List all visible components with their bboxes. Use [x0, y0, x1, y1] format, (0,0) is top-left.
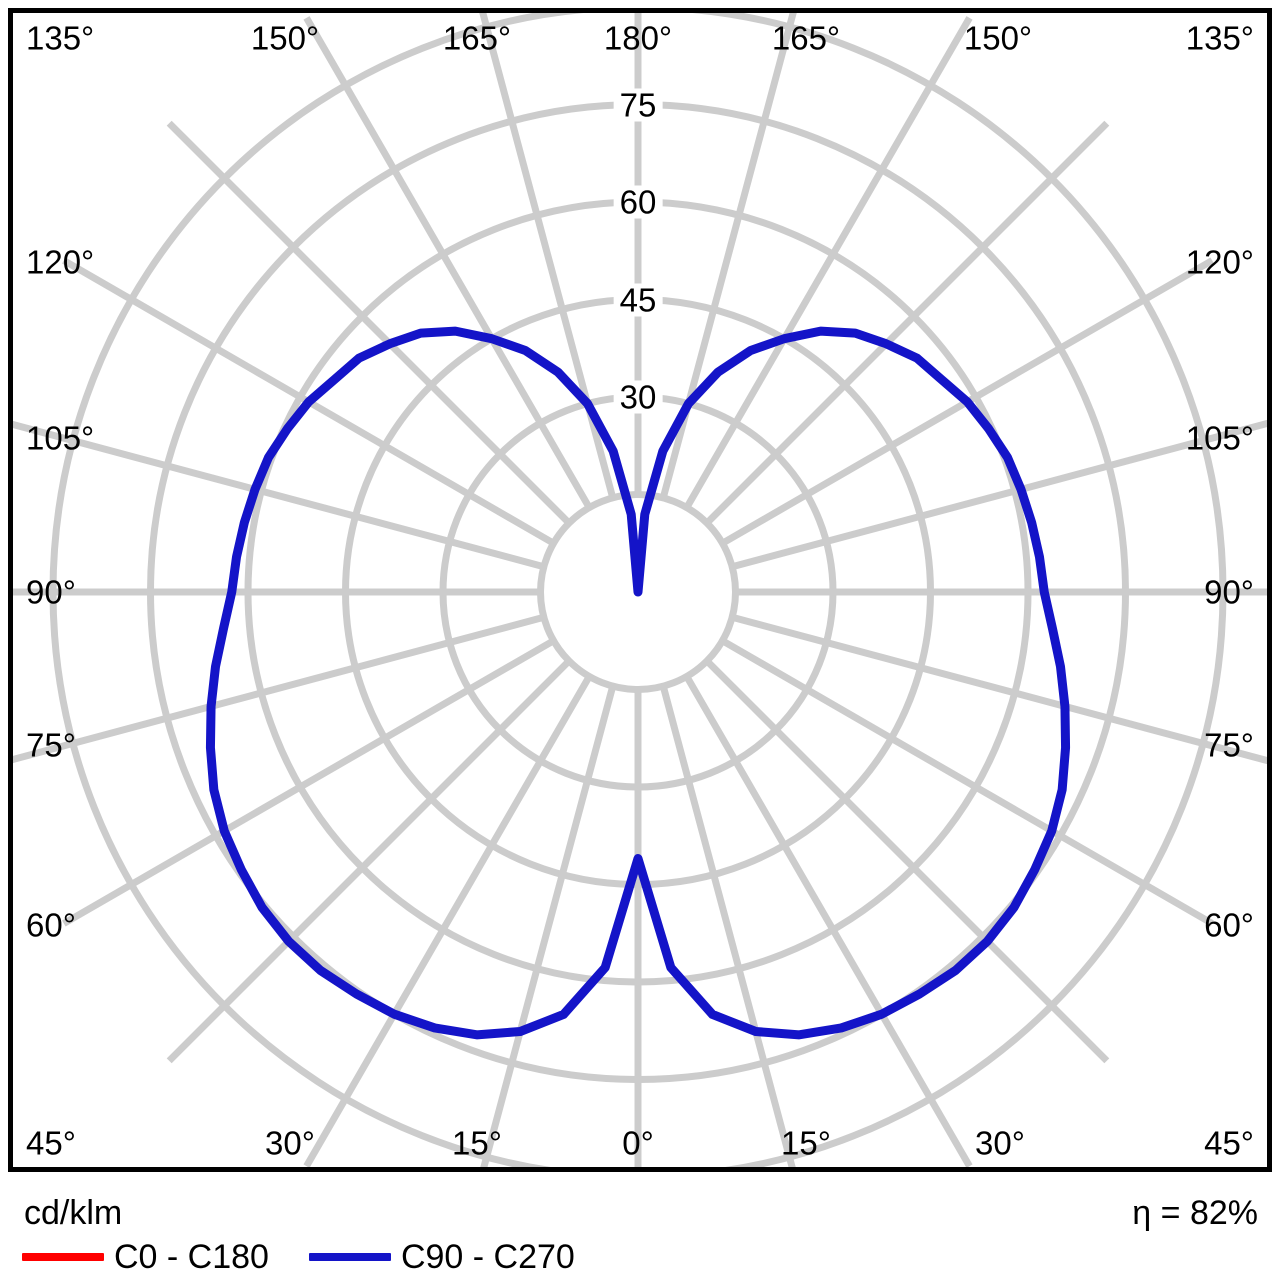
- angle-label-top-1: 165°: [442, 19, 512, 57]
- angle-label-top-3: 165°: [771, 19, 841, 57]
- angle-label-right-2: 105°: [1185, 419, 1254, 457]
- angle-label-right-0: 135°: [1185, 19, 1254, 57]
- legend-label-c90-c270: C90 - C270: [400, 1238, 575, 1276]
- angle-label-bottom-1: 15°: [452, 1124, 502, 1162]
- legend-entry-c90-c270[interactable]: C90 - C270: [308, 1238, 575, 1276]
- angle-label-left-2: 105°: [26, 419, 95, 457]
- grid-spoke: [303, 16, 593, 510]
- grid-spoke: [659, 685, 796, 1167]
- angle-label-right-4: 75°: [1204, 726, 1254, 764]
- angle-label-top-4: 150°: [963, 19, 1033, 57]
- angle-label-left-4: 75°: [26, 726, 76, 764]
- grid-spoke: [62, 637, 556, 927]
- legend: C0 - C180 C90 - C270: [22, 1240, 575, 1274]
- angle-label-right-5: 60°: [1204, 906, 1254, 944]
- grid-spoke: [13, 613, 545, 764]
- angle-label-left-3: 90°: [26, 573, 76, 611]
- angle-label-left-6: 45°: [26, 1124, 76, 1162]
- angle-label-top-0: 150°: [250, 19, 320, 57]
- grid-spoke: [13, 420, 545, 571]
- grid-spoke: [166, 658, 572, 1064]
- series-curve-c90-c270: [205, 326, 1071, 1040]
- legend-label-c0-c180: C0 - C180: [114, 1238, 269, 1276]
- radial-tick-label: 75: [613, 88, 663, 121]
- polar-plot-canvas: [13, 13, 1267, 1167]
- efficiency-label: η = 82%: [1132, 1194, 1258, 1232]
- grid-spoke: [720, 637, 1214, 927]
- angle-label-bottom-4: 30°: [975, 1124, 1025, 1162]
- legend-entry-c0-c180[interactable]: C0 - C180: [22, 1240, 269, 1274]
- angle-label-top-2: 180°: [603, 19, 673, 57]
- grid-spoke: [683, 674, 973, 1167]
- legend-swatch-c90-c270: [308, 1253, 391, 1261]
- radial-unit-label: cd/klm: [24, 1194, 123, 1232]
- legend-swatch-c0-c180: [22, 1253, 104, 1261]
- radial-tick-label: 45: [613, 283, 663, 316]
- angle-label-bottom-3: 15°: [781, 1124, 831, 1162]
- angle-label-right-1: 120°: [1185, 243, 1254, 281]
- grid-spoke: [303, 674, 593, 1167]
- radial-tick-label: 30: [613, 380, 663, 414]
- angle-label-bottom-0: 30°: [265, 1124, 315, 1162]
- angle-label-left-0: 135°: [26, 19, 95, 57]
- angle-label-right-3: 90°: [1204, 573, 1254, 611]
- grid-spoke: [704, 658, 1110, 1064]
- angle-label-left-5: 60°: [26, 906, 76, 944]
- grid-spoke: [731, 613, 1267, 765]
- grid-spoke: [683, 16, 973, 510]
- angle-label-right-6: 45°: [1204, 1124, 1254, 1162]
- grid-spoke: [480, 685, 617, 1167]
- angle-label-bottom-2: 0°: [622, 1124, 654, 1162]
- grid-spoke: [704, 120, 1110, 526]
- grid-spoke: [731, 419, 1267, 571]
- radial-tick-label: 60: [613, 185, 663, 219]
- angle-label-left-1: 120°: [26, 243, 95, 281]
- grid-spoke: [166, 120, 572, 526]
